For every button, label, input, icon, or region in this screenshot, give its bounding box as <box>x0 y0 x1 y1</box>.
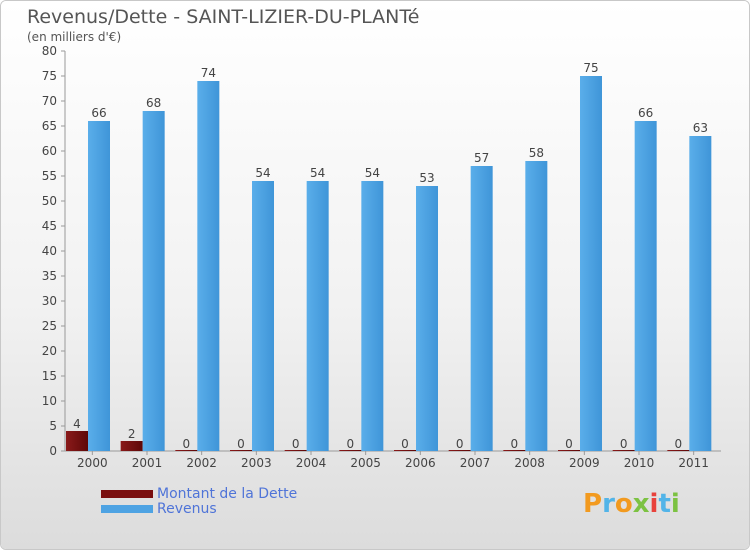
y-tick-label: 25 <box>42 319 57 333</box>
legend-label-debt: Montant de la Dette <box>157 486 298 502</box>
bar-debt <box>448 450 471 451</box>
bar-revenue <box>580 76 602 451</box>
value-label-revenue: 53 <box>419 171 434 185</box>
bar-debt <box>284 450 307 451</box>
value-label-debt: 0 <box>347 437 355 451</box>
y-tick-label: 30 <box>42 294 57 308</box>
x-tick-label: 2006 <box>405 456 436 470</box>
value-label-debt: 0 <box>675 437 683 451</box>
value-label-revenue: 66 <box>638 106 653 120</box>
value-label-revenue: 74 <box>201 66 216 80</box>
value-label-revenue: 54 <box>255 166 270 180</box>
value-label-revenue: 54 <box>310 166 325 180</box>
value-label-revenue: 63 <box>693 121 708 135</box>
y-tick-label: 60 <box>42 144 57 158</box>
bar-revenue <box>197 81 220 451</box>
y-tick-label: 40 <box>42 244 57 258</box>
y-tick-label: 35 <box>42 269 57 283</box>
y-tick-label: 65 <box>42 119 57 133</box>
bar-revenue <box>361 181 384 451</box>
bar-revenue <box>142 111 165 451</box>
x-tick-label: 2003 <box>241 456 272 470</box>
x-tick-label: 2009 <box>569 456 600 470</box>
value-labels: 4 66 2 68 0 74 0 54 0 54 0 54 0 53 0 57 0 58 0 75 0 66 0 63 <box>73 61 708 451</box>
logo-letter: o <box>614 489 633 519</box>
logo-letter: i <box>649 489 659 519</box>
value-label-debt: 0 <box>456 437 464 451</box>
y-tick-label: 0 <box>49 444 57 458</box>
y-tick-label: 50 <box>42 194 57 208</box>
value-label-debt: 0 <box>620 437 628 451</box>
bar-debt <box>667 450 690 451</box>
y-tick-label: 45 <box>42 219 57 233</box>
bar-debt <box>120 441 143 451</box>
x-tick-label: 2004 <box>296 456 327 470</box>
y-ticks: 0 5 10 15 20 25 30 35 40 45 50 55 60 65 70 75 80 <box>42 44 65 458</box>
x-tick-label: 2000 <box>77 456 108 470</box>
bar-revenue <box>634 121 657 451</box>
proxiti-logo: Proxiti <box>583 489 680 519</box>
value-label-debt: 0 <box>183 437 191 451</box>
value-label-revenue: 68 <box>146 96 161 110</box>
value-label-debt: 0 <box>511 437 519 451</box>
x-tick-label: 2005 <box>350 456 381 470</box>
value-label-revenue: 57 <box>474 151 489 165</box>
value-label-debt: 0 <box>237 437 245 451</box>
y-tick-label: 5 <box>49 419 57 433</box>
bar-revenue <box>689 136 712 451</box>
value-label-debt: 0 <box>565 437 573 451</box>
y-tick-label: 10 <box>42 394 57 408</box>
y-tick-label: 80 <box>42 44 57 58</box>
bars <box>66 76 712 451</box>
bar-debt <box>503 450 526 451</box>
bar-debt <box>66 431 88 451</box>
y-tick-label: 15 <box>42 369 57 383</box>
bar-revenue <box>306 181 329 451</box>
logo-letter: r <box>602 489 615 519</box>
bar-revenue <box>416 186 438 451</box>
x-tick-label: 2001 <box>132 456 163 470</box>
x-tick-label: 2002 <box>186 456 217 470</box>
bar-debt <box>230 450 252 451</box>
value-label-revenue: 58 <box>529 146 544 160</box>
legend-swatch-revenue <box>101 505 153 513</box>
logo-letter: P <box>583 489 603 519</box>
bar-debt <box>394 450 416 451</box>
x-tick-labels: 2000 2001 2002 2003 2004 2005 2006 2007 2008 2009… <box>77 451 709 470</box>
bar-revenue <box>252 181 274 451</box>
logo-letter: x <box>632 489 650 519</box>
logo-letter: i <box>670 489 680 519</box>
value-label-debt: 0 <box>292 437 300 451</box>
bar-revenue <box>525 161 548 451</box>
value-label-revenue: 54 <box>365 166 380 180</box>
bar-debt <box>175 450 198 451</box>
y-tick-label: 75 <box>42 69 57 83</box>
logo-letter: t <box>658 489 671 519</box>
value-label-revenue: 66 <box>91 106 106 120</box>
y-tick-label: 70 <box>42 94 57 108</box>
legend-swatch-debt <box>101 490 153 498</box>
bar-debt <box>339 450 362 451</box>
bar-debt <box>558 450 580 451</box>
bar-revenue <box>88 121 110 451</box>
value-label-debt: 0 <box>401 437 409 451</box>
y-tick-label: 55 <box>42 169 57 183</box>
x-tick-label: 2007 <box>460 456 491 470</box>
y-tick-label: 20 <box>42 344 57 358</box>
chart-subtitle: (en milliers d'€) <box>27 30 122 44</box>
x-tick-label: 2010 <box>624 456 655 470</box>
x-tick-label: 2008 <box>514 456 545 470</box>
bar-debt <box>612 450 635 451</box>
x-tick-label: 2011 <box>678 456 709 470</box>
chart-title: Revenus/Dette - SAINT-LIZIER-DU-PLANTé <box>27 6 420 28</box>
bar-revenue <box>470 166 493 451</box>
value-label-debt: 4 <box>73 417 81 431</box>
value-label-revenue: 75 <box>583 61 598 75</box>
legend-label-revenue: Revenus <box>157 501 217 517</box>
value-label-debt: 2 <box>128 427 136 441</box>
